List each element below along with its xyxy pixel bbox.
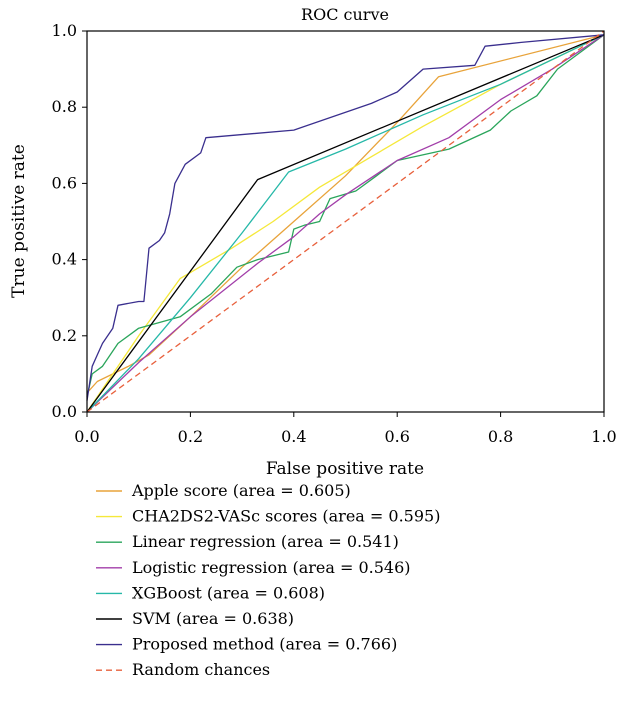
chart-title: ROC curve (301, 5, 389, 24)
legend-label-4: XGBoost (area = 0.608) (132, 583, 325, 602)
legend-label-1: CHA2DS2-VASc scores (area = 0.595) (132, 507, 440, 526)
y-tick-label: 0.6 (52, 173, 77, 192)
x-axis-label: False positive rate (266, 459, 424, 479)
series-line-6 (86, 34, 605, 401)
legend-label-0: Apple score (area = 0.605) (131, 481, 351, 500)
legend-label-5: SVM (area = 0.638) (132, 609, 294, 628)
series-line-5 (86, 34, 605, 413)
x-tick-label: 0.8 (488, 427, 513, 446)
y-axis-label: True positive rate (9, 144, 29, 298)
y-tick-label: 1.0 (52, 21, 77, 40)
legend-label-7: Random chances (132, 660, 270, 679)
series-line-7 (86, 30, 605, 413)
legend-label-3: Logistic regression (area = 0.546) (132, 558, 411, 577)
x-tick-label: 0.0 (74, 427, 99, 446)
series-line-1 (86, 34, 605, 413)
legend-label-2: Linear regression (area = 0.541) (132, 532, 399, 551)
y-tick-label: 0.2 (52, 326, 77, 345)
legend: Apple score (area = 0.605) CHA2DS2-VASc s… (96, 481, 440, 679)
y-tick-label: 0.4 (52, 250, 77, 269)
x-tick-label: 0.2 (178, 427, 203, 446)
series-line-2 (86, 34, 605, 397)
y-tick-label: 0.0 (52, 402, 77, 421)
legend-label-6: Proposed method (area = 0.766) (132, 635, 397, 654)
x-tick-label: 1.0 (591, 427, 616, 446)
plot-frame (86, 30, 605, 413)
plot-area: 0.0 0.2 0.4 0.6 0.8 1.0 0.0 0.2 0.4 0.6 0.8 1.0 (52, 21, 617, 446)
x-tick-label: 0.4 (281, 427, 306, 446)
series-line-4 (86, 34, 605, 413)
series-line-0 (86, 34, 605, 394)
series-line-3 (86, 34, 605, 413)
y-tick-label: 0.8 (52, 97, 77, 116)
x-tick-label: 0.6 (384, 427, 409, 446)
